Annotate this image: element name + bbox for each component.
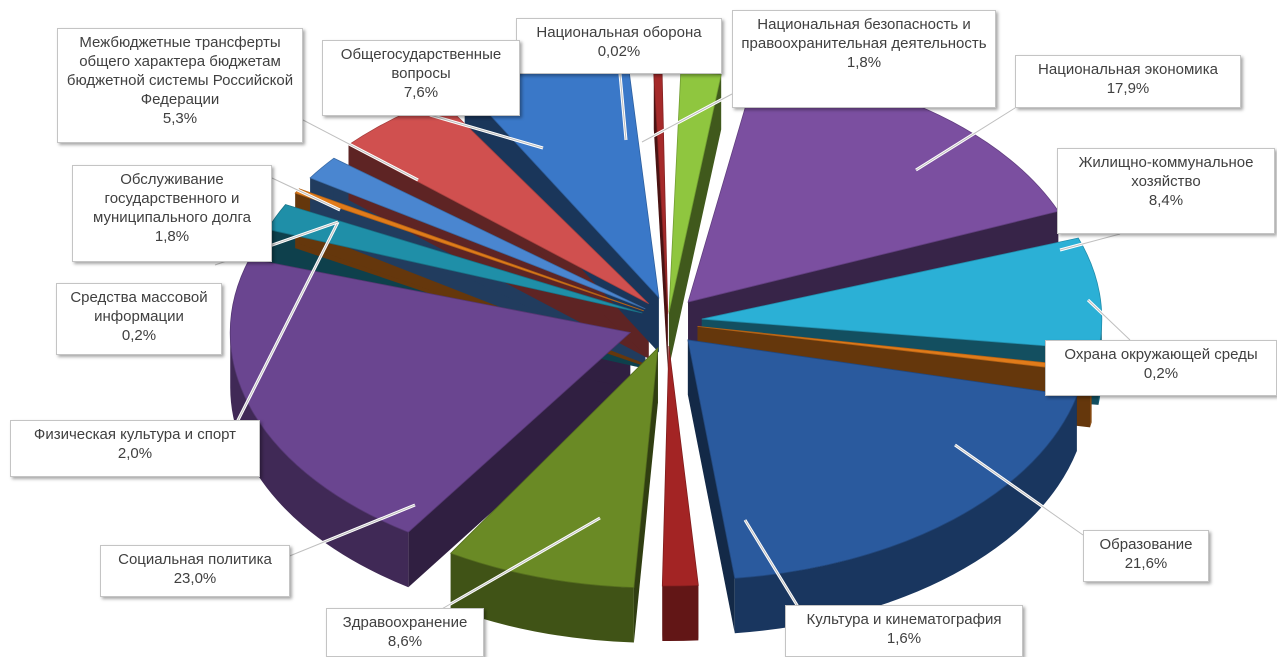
leader-line (954, 444, 1084, 536)
pie-slice (687, 339, 1078, 579)
leader-line (619, 73, 627, 141)
slice-label-value: 17,9% (1106, 80, 1150, 97)
pie-slice (309, 157, 646, 310)
slice-label: Здравоохранение 8,6% (326, 608, 484, 657)
slice-side (450, 553, 634, 643)
slice-label-name: Национальная безопасность и правоохранит… (741, 16, 987, 52)
slice-label-name: Социальная политика (118, 551, 272, 568)
slice-label-name: Охрана окружающей среды (1064, 346, 1258, 363)
slice-label: Национальная экономика 17,9% (1015, 55, 1241, 108)
slice-label-name: Национальная оборона (536, 24, 702, 41)
slice-label-name: Культура и кинематография (806, 611, 1002, 628)
slice-label-value: 8,4% (1148, 192, 1184, 209)
slice-label-name: Общегосударственные вопросы (340, 46, 502, 82)
slice-label-value: 2,0% (117, 445, 153, 462)
slice-label-name: Жилищно-коммунальное хозяйство (1078, 154, 1254, 190)
leader-line (302, 119, 419, 181)
slice-label-name: Национальная экономика (1038, 61, 1218, 78)
slice-label-value: 1,8% (846, 54, 882, 71)
slice-wall (633, 347, 658, 643)
slices-layer (229, 57, 1103, 643)
slice-wall (653, 74, 668, 370)
leader-line (271, 177, 341, 211)
slice-label: Общегосударственные вопросы 7,6% (322, 40, 520, 116)
slice-label: Жилищно-коммунальное хозяйство 8,4% (1057, 148, 1275, 234)
slice-label: Национальная безопасность и правоохранит… (732, 10, 996, 108)
pie-slice (449, 346, 659, 588)
slice-label-value: 21,6% (1124, 555, 1168, 572)
slice-wall (668, 74, 722, 368)
leader-line (1087, 299, 1131, 341)
slice-label: Средства массовой информации 0,2% (56, 283, 222, 355)
leader-line (641, 93, 733, 143)
slice-label: Межбюджетные трансферты общего характера… (57, 28, 303, 143)
leader-line (439, 517, 601, 611)
slice-label: Обслуживание государственного и муниципа… (72, 165, 272, 262)
leader-line (227, 221, 339, 441)
slice-label-name: Здравоохранение (342, 614, 468, 631)
slice-label-value: 5,3% (162, 110, 198, 127)
slice-wall (687, 339, 735, 634)
leader-line (915, 107, 1016, 171)
slice-label-value: 1,8% (154, 228, 190, 245)
slice-label: Национальная оборона 0,02% (516, 18, 722, 74)
slice-side (230, 332, 409, 588)
slice-label-value: 0,02% (597, 43, 641, 60)
slice-label-value: 1,6% (886, 630, 922, 647)
slice-label-value: 0,2% (121, 327, 157, 344)
slice-label: Охрана окружающей среды 0,2% (1045, 340, 1277, 396)
slice-wall (408, 332, 631, 588)
leader-line (744, 519, 801, 611)
slice-label-name: Обслуживание государственного и муниципа… (93, 171, 251, 226)
slice-label: Физическая культура и спорт 2,0% (10, 420, 260, 477)
slice-side (734, 396, 1077, 634)
slice-side (662, 585, 699, 641)
slice-label-value: 7,6% (403, 84, 439, 101)
slice-label-value: 0,2% (1143, 365, 1179, 382)
slice-label-name: Образование (1099, 536, 1193, 553)
slice-label: Образование 21,6% (1083, 530, 1209, 582)
slice-label-name: Физическая культура и спорт (33, 426, 237, 443)
pie-slice (229, 258, 632, 533)
slice-label-value: 8,6% (387, 633, 423, 650)
slice-label: Культура и кинематография 1,6% (785, 605, 1023, 657)
slice-label-name: Межбюджетные трансферты общего характера… (66, 34, 294, 108)
leader-lines (214, 73, 1132, 612)
pie-slice (661, 345, 699, 587)
leader-line (1059, 233, 1121, 251)
slice-label-value: 23,0% (173, 570, 217, 587)
slice-label: Социальная политика 23,0% (100, 545, 290, 597)
leader-line (429, 114, 544, 149)
slice-label-name: Средства массовой информации (70, 289, 208, 325)
